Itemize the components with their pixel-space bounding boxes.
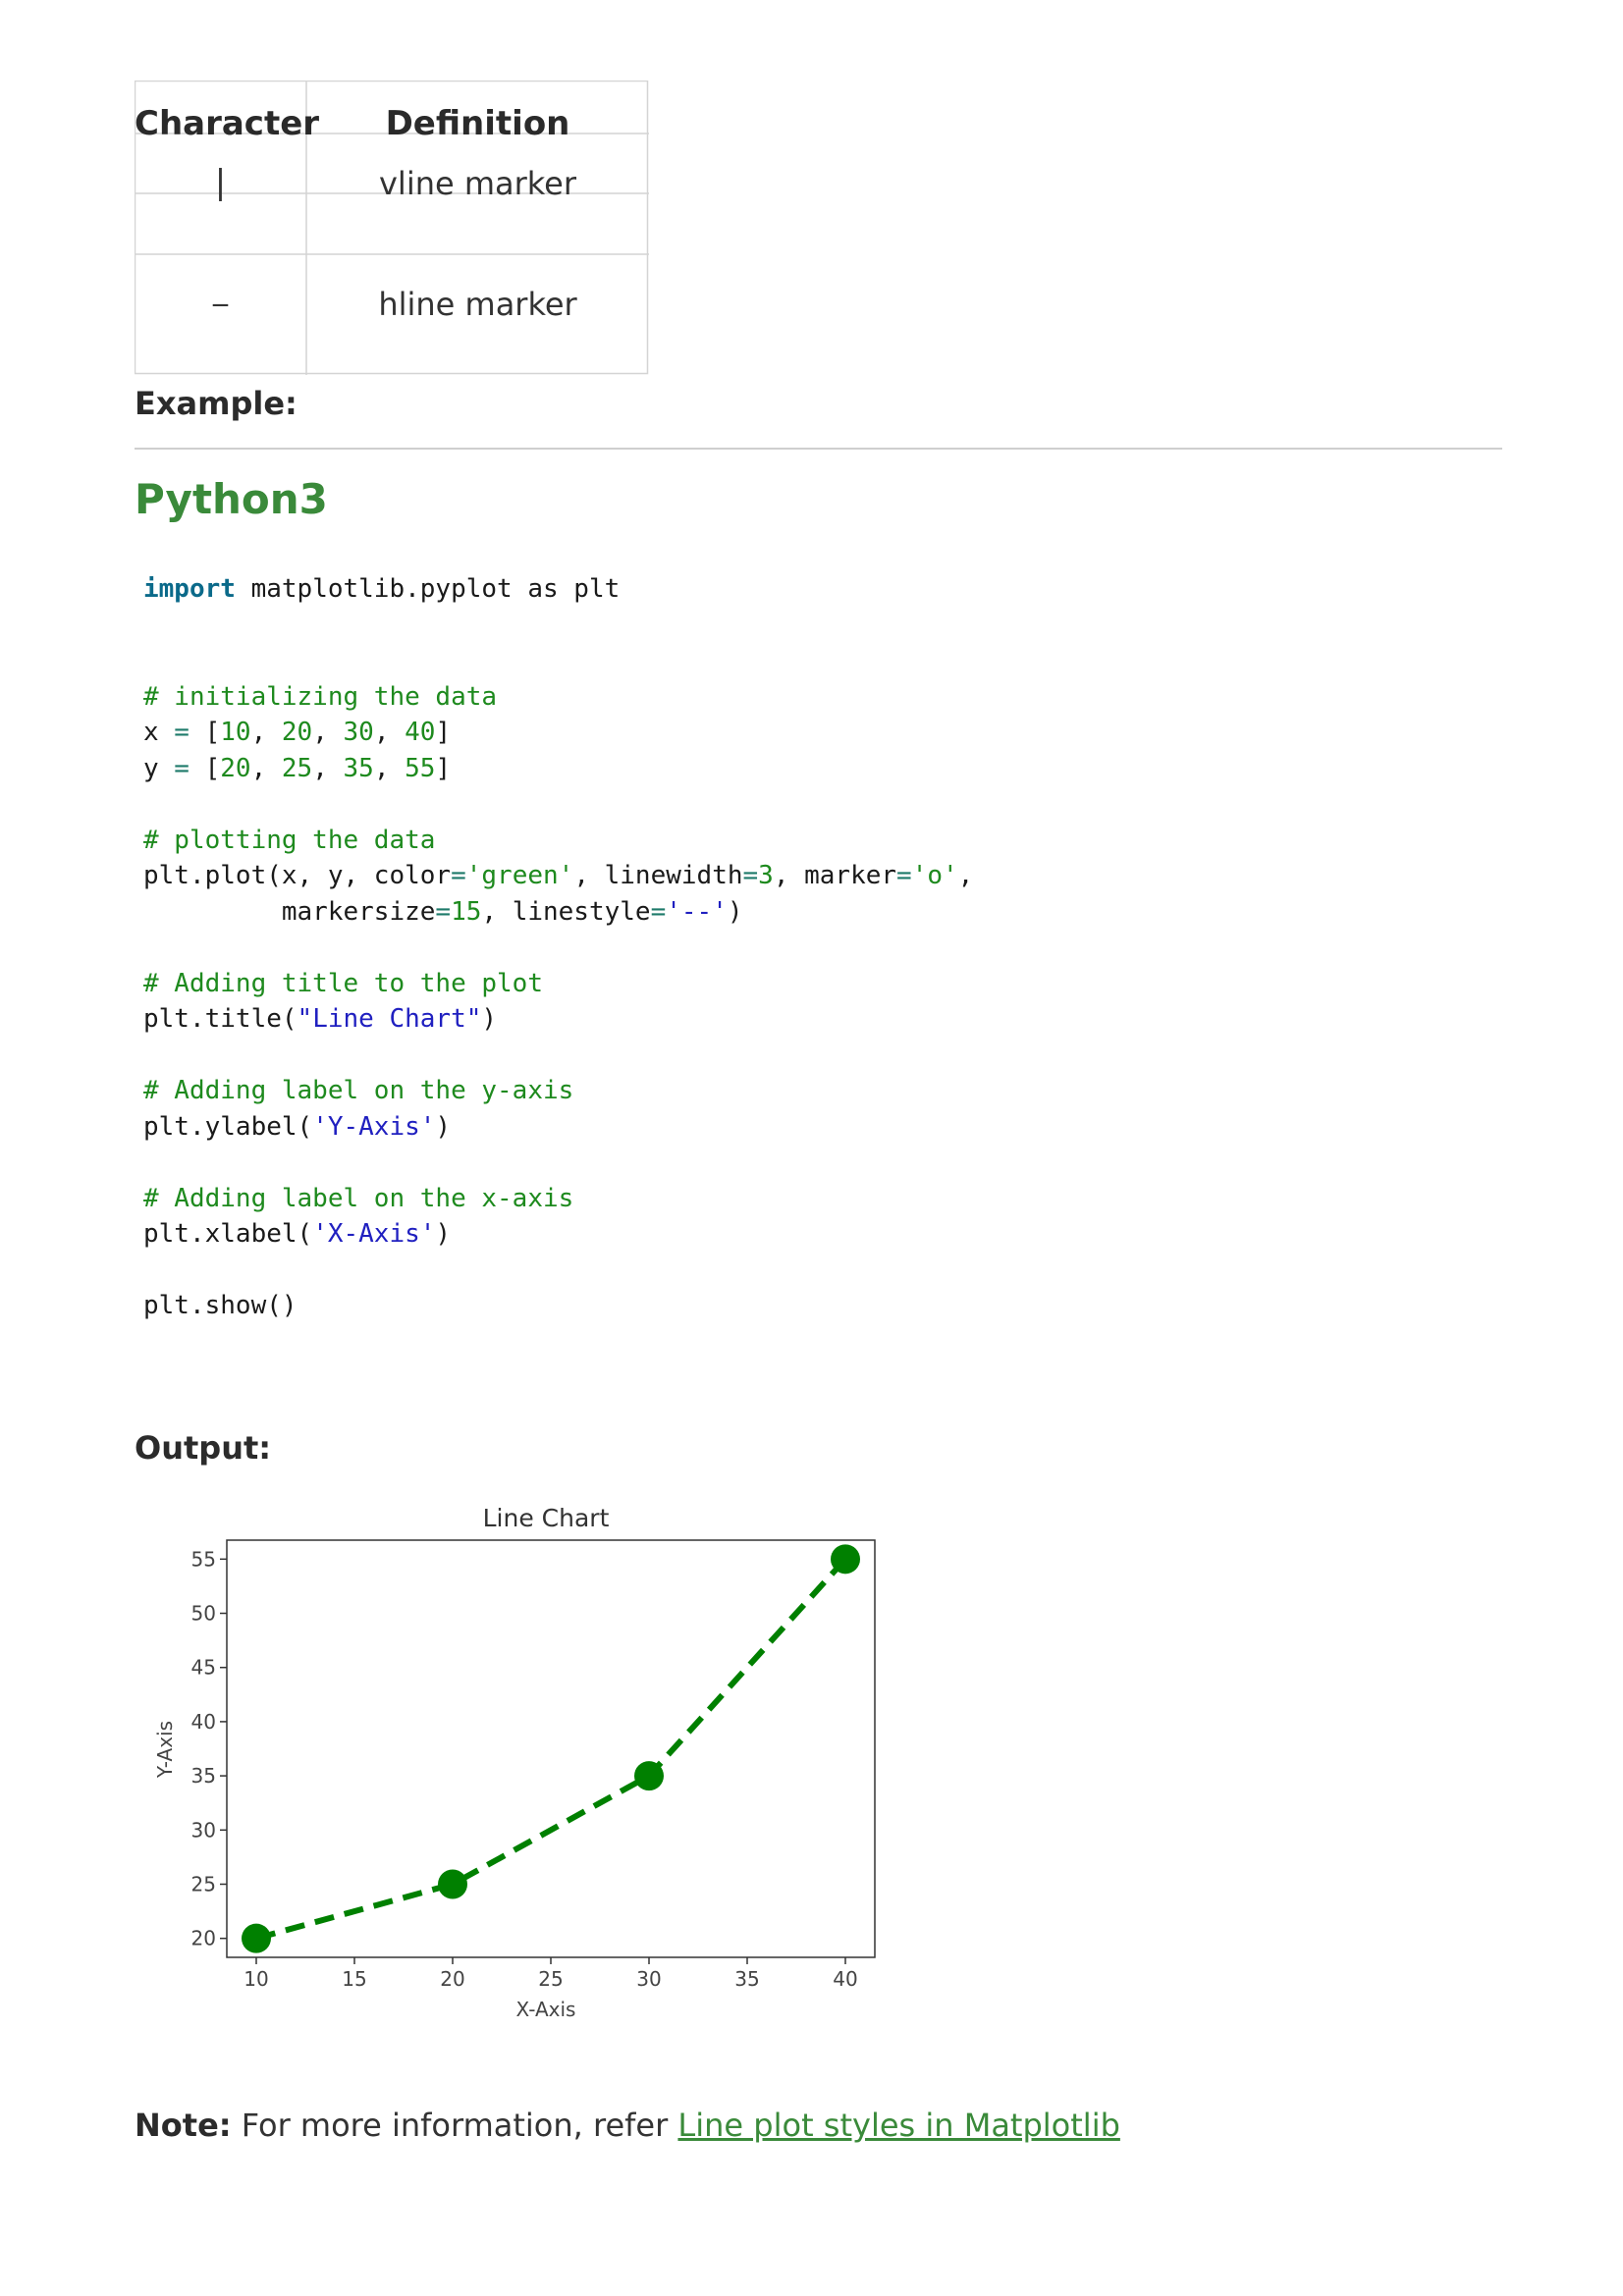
code-text: ) — [727, 896, 743, 927]
code-number: 30 — [343, 718, 374, 747]
code-number: 40 — [405, 718, 436, 747]
code-comment: # Adding label on the x-axis — [143, 1183, 574, 1213]
data-point — [242, 1923, 271, 1953]
code-string: 'o' — [911, 861, 958, 890]
code-op: = — [742, 861, 759, 890]
code-text: plt.plot(x, y, color — [143, 861, 452, 890]
divider — [135, 448, 1502, 450]
code-text: matplotlib.pyplot as plt — [235, 574, 621, 604]
row1-definition: vline marker — [378, 165, 577, 202]
output-label: Output: — [135, 1429, 272, 1467]
code-op: = — [896, 861, 912, 890]
code-text: plt.ylabel( — [143, 1111, 313, 1142]
note: Note: For more information, refer Line p… — [135, 2107, 1120, 2144]
code-number: 25 — [281, 753, 313, 783]
y-tick-label: 20 — [191, 1927, 216, 1950]
y-tick-label: 55 — [191, 1547, 216, 1571]
plot-frame — [226, 1539, 876, 1958]
code-text: ] — [435, 753, 452, 783]
code-block[interactable]: import matplotlib.pyplot as plt # initia… — [143, 574, 974, 1320]
language-title: Python3 — [135, 475, 328, 523]
data-point — [438, 1869, 467, 1899]
code-string: 'green' — [465, 861, 574, 890]
x-axis-label: X-Axis — [516, 1998, 576, 2021]
header-definition: Definition — [385, 104, 570, 143]
code-text: plt.show() — [143, 1291, 298, 1320]
code-text: , marker — [773, 861, 897, 890]
code-text: markersize — [143, 896, 436, 927]
y-tick-label: 50 — [191, 1602, 216, 1626]
code-number: 10 — [220, 718, 251, 747]
data-point — [831, 1544, 860, 1575]
code-number: 15 — [451, 896, 482, 927]
code-text: , — [957, 861, 974, 890]
code-keyword: import — [143, 574, 236, 604]
code-op: = — [650, 896, 667, 927]
row2-character: _ — [213, 273, 228, 307]
header-character: Character — [135, 104, 320, 143]
code-comment: # plotting the data — [143, 825, 436, 855]
code-op: = — [435, 896, 452, 927]
code-var: y — [143, 753, 159, 783]
table-grid — [135, 80, 649, 375]
series-line — [255, 1557, 848, 1942]
y-axis-label: Y-Axis — [153, 1721, 177, 1779]
y-tick-label: 30 — [191, 1818, 216, 1842]
row1-character: | — [214, 163, 227, 202]
code-number: 20 — [281, 718, 313, 747]
code-number: 3 — [758, 861, 774, 890]
x-axis: 10 15 20 25 30 35 40 — [243, 1957, 858, 1991]
code-number: 35 — [343, 753, 374, 783]
code-text: ) — [435, 1111, 452, 1142]
code-text: ) — [435, 1219, 452, 1249]
y-axis: 20 25 30 35 40 45 50 55 — [191, 1547, 227, 1950]
code-text: plt.xlabel( — [143, 1219, 313, 1249]
code-text: ] — [435, 718, 452, 747]
code-text: ) — [481, 1004, 498, 1034]
chart-title: Line Chart — [483, 1504, 610, 1532]
example-label: Example: — [135, 385, 298, 422]
code-op: = — [158, 753, 205, 783]
code-string: 'Y-Axis' — [312, 1111, 436, 1142]
marker-table: Character Definition | vline marker _ hl… — [135, 80, 649, 375]
data-point — [634, 1761, 664, 1791]
x-tick-label: 35 — [734, 1967, 759, 1991]
line-chart: Line Chart 20 25 30 35 40 45 50 55 10 15 20 25 30 35… — [153, 1504, 876, 2021]
x-tick-label: 40 — [833, 1967, 857, 1991]
code-number: 20 — [220, 753, 251, 783]
y-tick-label: 25 — [191, 1872, 216, 1896]
y-tick-label: 40 — [191, 1710, 216, 1734]
x-tick-label: 15 — [342, 1967, 366, 1991]
x-tick-label: 10 — [243, 1967, 268, 1991]
code-string: '--' — [666, 896, 728, 927]
code-comment: # initializing the data — [143, 681, 498, 712]
x-tick-label: 20 — [440, 1967, 464, 1991]
code-string: 'X-Axis' — [312, 1219, 436, 1249]
code-op: = — [451, 861, 466, 890]
code-comment: # Adding title to the plot — [143, 968, 543, 998]
note-label: Note: — [135, 2107, 232, 2144]
code-number: 55 — [405, 753, 436, 783]
code-text: [ — [204, 718, 221, 747]
note-text: For more information, refer — [231, 2107, 678, 2144]
code-comment: # Adding label on the y-axis — [143, 1076, 574, 1105]
y-tick-label: 35 — [191, 1764, 216, 1788]
code-op: = — [158, 718, 205, 747]
code-text: plt.title( — [143, 1004, 298, 1034]
code-text: , linestyle — [481, 896, 651, 927]
x-tick-label: 25 — [538, 1967, 563, 1991]
code-string: "Line Chart" — [297, 1004, 482, 1034]
code-text: , linewidth — [573, 861, 743, 890]
row2-definition: hline marker — [378, 286, 577, 323]
note-link[interactable]: Line plot styles in Matplotlib — [677, 2107, 1120, 2144]
x-tick-label: 30 — [636, 1967, 661, 1991]
y-tick-label: 45 — [191, 1656, 216, 1680]
series-group — [242, 1544, 860, 1953]
code-text: [ — [204, 753, 221, 783]
code-var: x — [143, 718, 159, 747]
